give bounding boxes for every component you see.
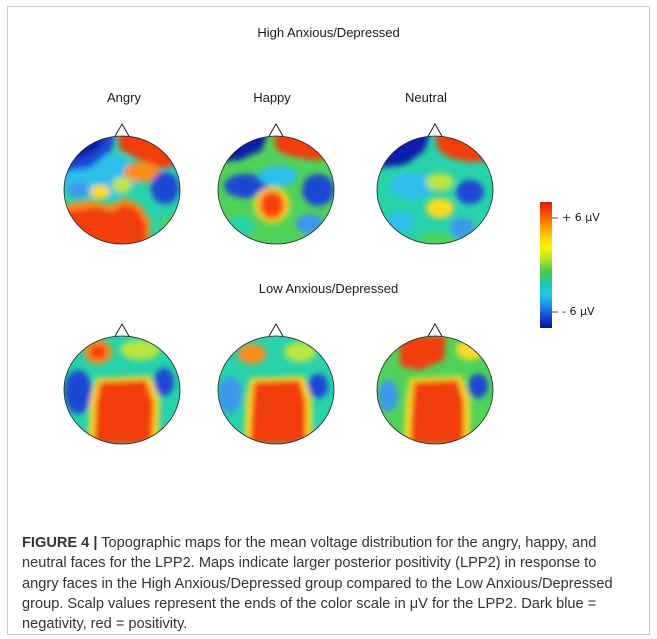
condition-label-neutral: Neutral xyxy=(405,90,447,105)
top-group-title: High Anxious/Depressed xyxy=(257,25,400,40)
map-low-angry xyxy=(63,322,181,445)
nose-marker xyxy=(267,122,285,139)
nose-marker xyxy=(426,322,444,339)
nose-marker xyxy=(113,322,131,339)
map-high-neutral xyxy=(376,122,494,245)
caption-text: Topographic maps for the mean voltage di… xyxy=(22,535,613,633)
nose-marker xyxy=(113,122,131,139)
map-low-happy xyxy=(217,322,335,445)
map-high-angry xyxy=(63,122,181,245)
nose-marker xyxy=(426,122,444,139)
map-low-neutral xyxy=(376,322,494,445)
condition-label-angry: Angry xyxy=(107,90,141,105)
bottom-group-title: Low Anxious/Depressed xyxy=(258,281,399,296)
topographic-maps xyxy=(63,122,558,445)
color-scale-min-label: - 6 μV xyxy=(562,305,595,318)
color-scale xyxy=(540,202,558,328)
condition-label-happy: Happy xyxy=(253,90,291,105)
nose-marker xyxy=(267,322,285,339)
map-high-happy xyxy=(217,122,335,245)
figure-caption: FIGURE 4 | Topographic maps for the mean… xyxy=(22,533,634,634)
color-scale-bar xyxy=(540,202,552,328)
color-scale-max-label: + 6 μV xyxy=(562,211,600,224)
caption-label: FIGURE 4 | xyxy=(22,535,98,551)
